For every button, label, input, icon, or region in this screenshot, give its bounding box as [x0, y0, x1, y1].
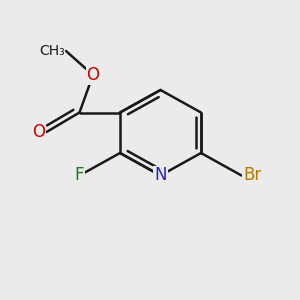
Text: CH₃: CH₃ [39, 44, 64, 58]
Text: O: O [86, 66, 100, 84]
Text: O: O [32, 123, 45, 141]
Text: N: N [154, 167, 167, 184]
Text: F: F [75, 167, 84, 184]
Text: Br: Br [243, 167, 261, 184]
